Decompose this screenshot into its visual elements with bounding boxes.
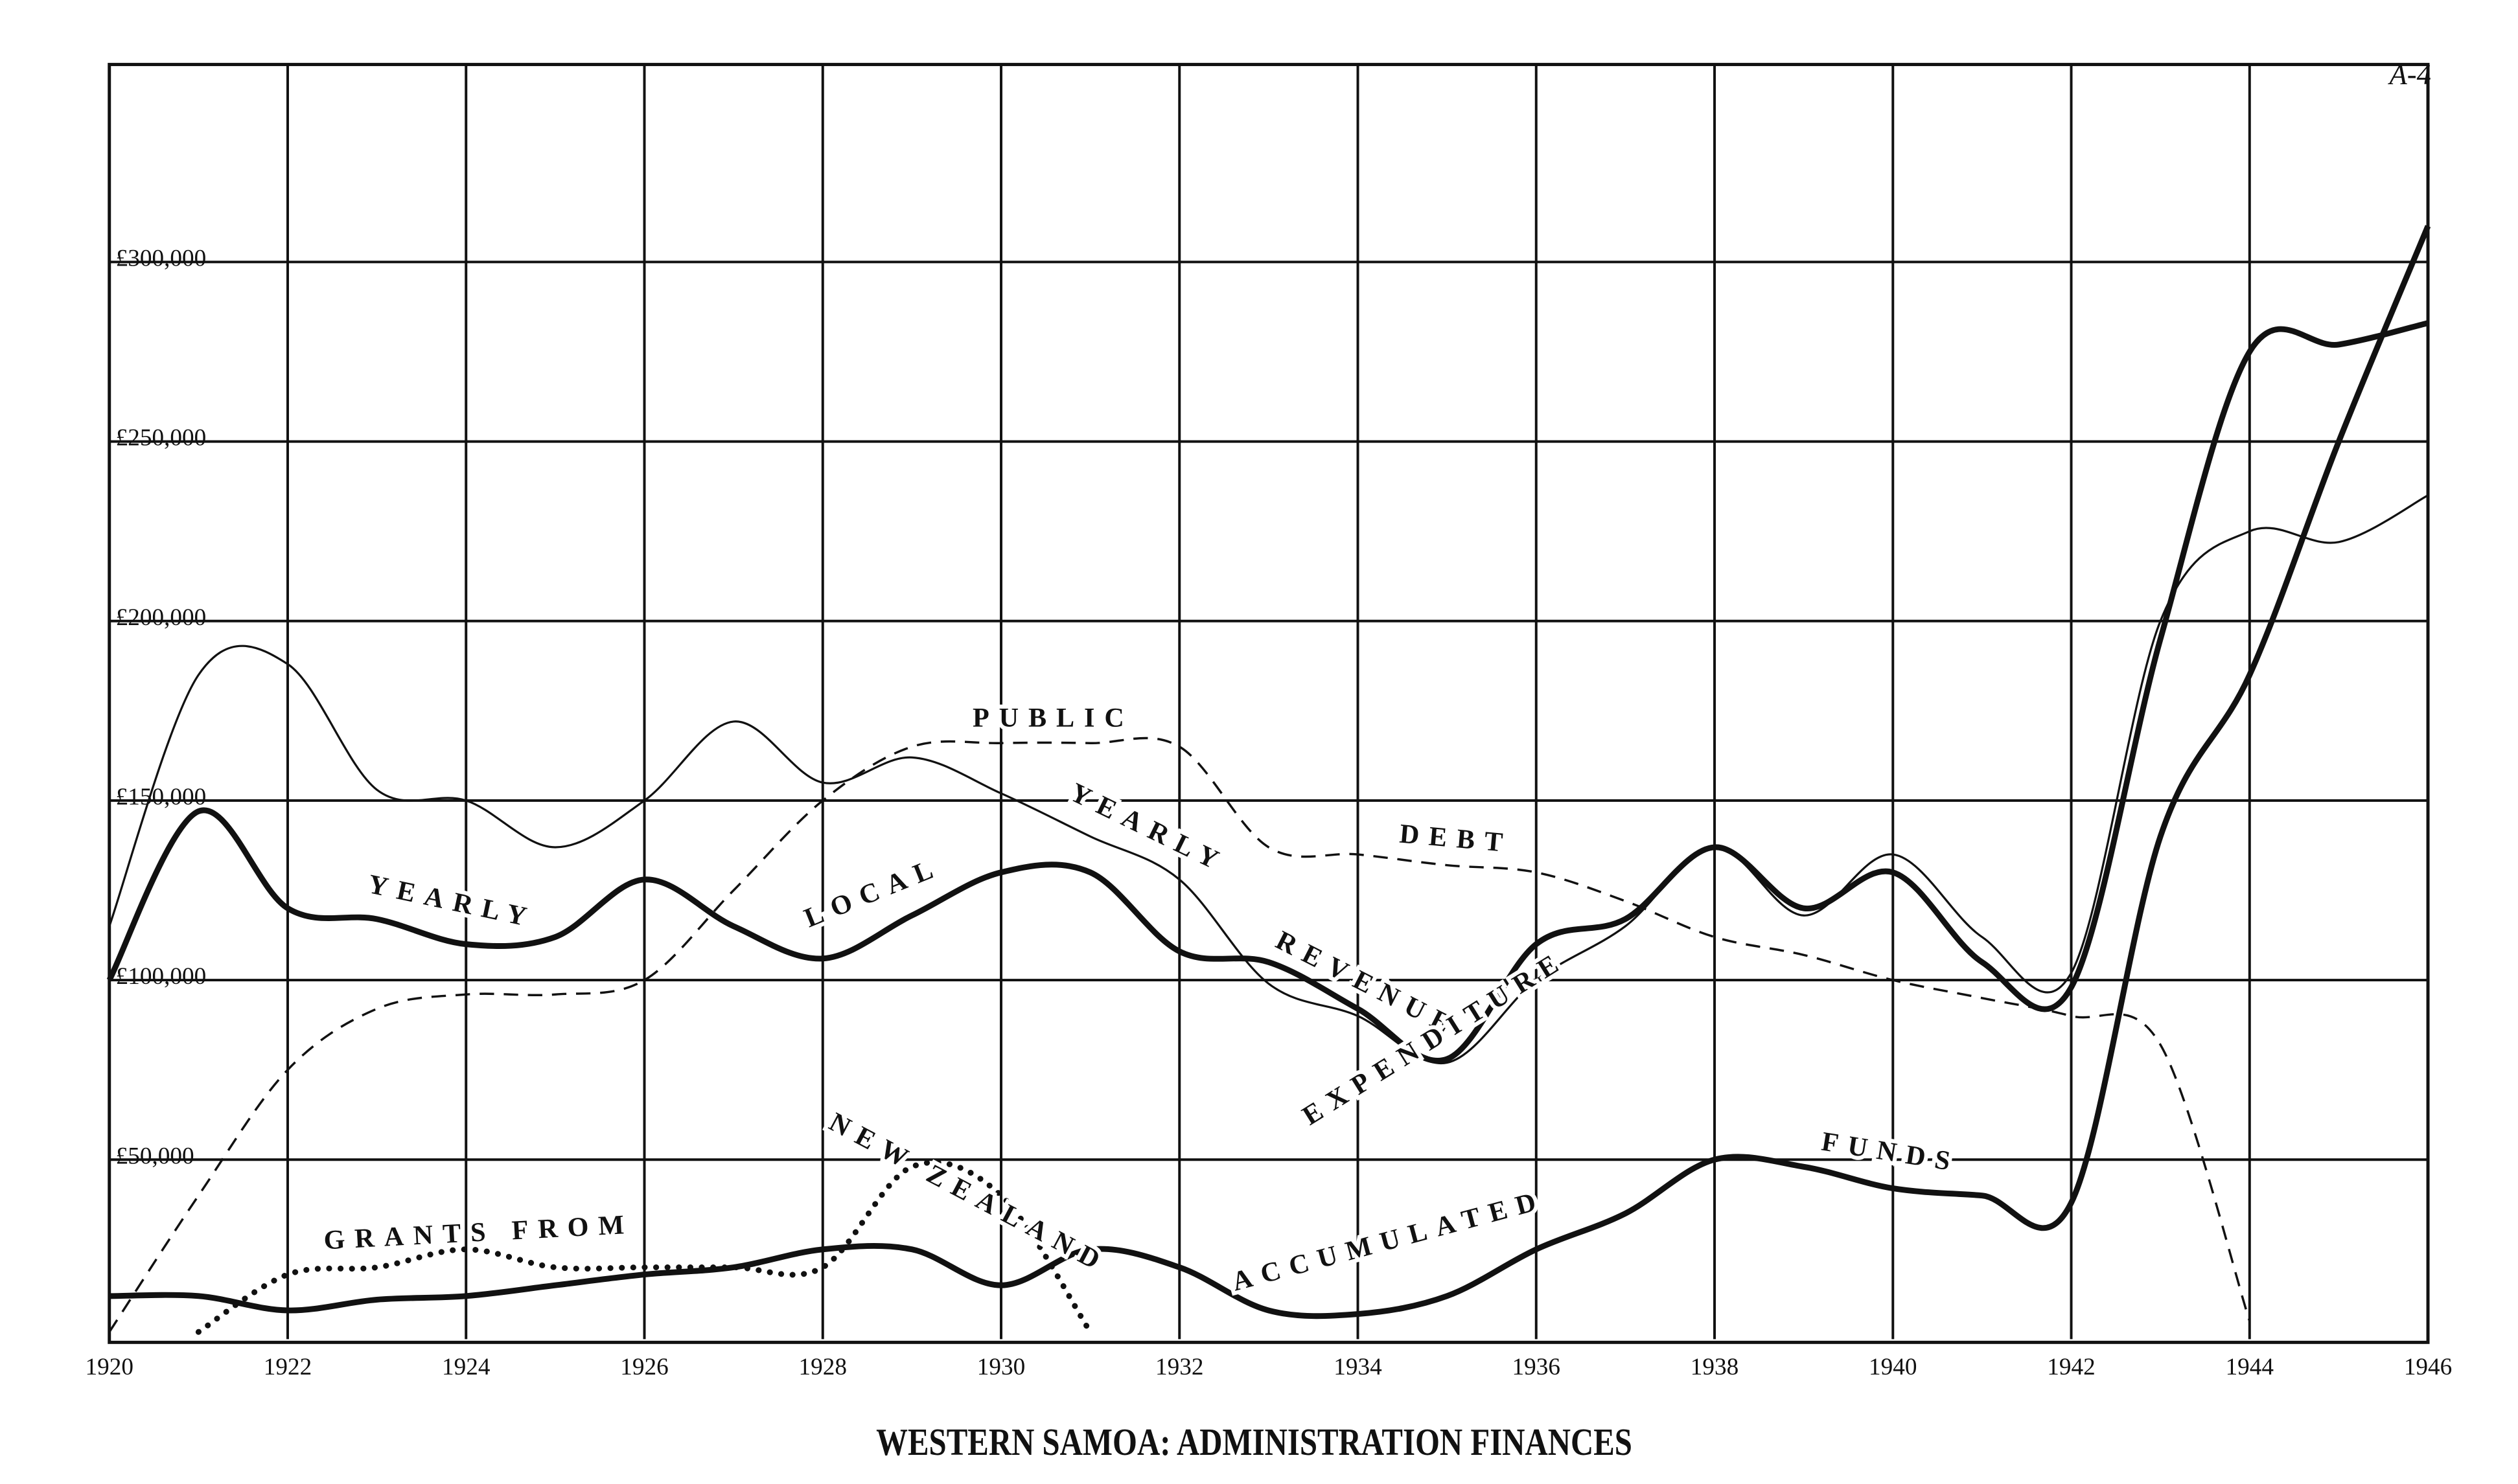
- y-tick-label: £50,000: [116, 1143, 194, 1169]
- y-tick-label: £150,000: [116, 784, 207, 810]
- y-tick-label: £100,000: [116, 963, 207, 990]
- x-tick-label: 1932: [1155, 1354, 1203, 1380]
- x-tick-label: 1928: [799, 1354, 847, 1380]
- y-tick-label: £300,000: [116, 245, 207, 271]
- series-line: [108, 494, 2429, 1065]
- y-tick-label: £200,000: [116, 604, 207, 631]
- series-line: [195, 1159, 1094, 1335]
- annotation: PUBLIC: [973, 703, 1134, 733]
- series-line: [109, 225, 2431, 1319]
- page-label: A-4: [2388, 58, 2431, 90]
- x-tick-label: 1938: [1691, 1354, 1738, 1380]
- x-tick-label: 1946: [2404, 1354, 2452, 1380]
- x-tick-label: 1934: [1334, 1354, 1382, 1380]
- series-line: [108, 736, 2251, 1333]
- x-tick-label: 1940: [1869, 1354, 1917, 1380]
- series-line: [106, 320, 2429, 1064]
- x-tick-label: 1924: [442, 1354, 491, 1380]
- y-tick-label: £250,000: [116, 425, 207, 451]
- x-tick-label: 1942: [2047, 1354, 2095, 1380]
- x-tick-label: 1926: [620, 1354, 668, 1380]
- x-tick-label: 1930: [977, 1354, 1025, 1380]
- chart-title: WESTERN SAMOA: ADMINISTRATION FINANCES: [876, 1420, 1632, 1463]
- x-tick-label: 1944: [2226, 1354, 2274, 1380]
- x-tick-label: 1936: [1512, 1354, 1560, 1380]
- x-tick-label: 1922: [264, 1354, 312, 1380]
- x-tick-label: 1920: [86, 1354, 133, 1380]
